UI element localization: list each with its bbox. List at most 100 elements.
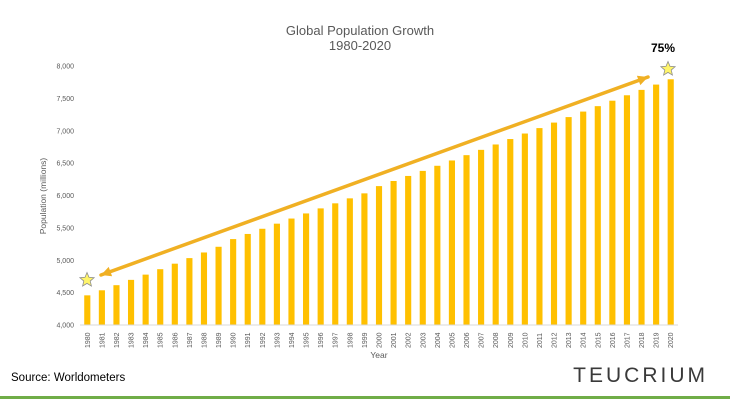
bar xyxy=(550,122,558,325)
x-tick-label: 1989 xyxy=(216,332,223,348)
bar xyxy=(157,269,164,325)
arrow-head-end xyxy=(636,75,648,86)
x-tick-label: 1998 xyxy=(347,332,354,348)
bar xyxy=(84,295,91,325)
x-tick-label: 2001 xyxy=(391,332,398,348)
x-tick-label: 1983 xyxy=(129,332,136,348)
bar xyxy=(405,175,412,325)
bar xyxy=(419,170,426,325)
x-tick-label: 1990 xyxy=(231,332,238,348)
x-tick-label: 2006 xyxy=(464,332,471,348)
bar xyxy=(303,213,310,325)
bar xyxy=(98,290,105,325)
y-tick-label: 7,500 xyxy=(56,96,74,103)
bar xyxy=(361,193,368,325)
x-tick-label: 1999 xyxy=(362,332,369,348)
bar xyxy=(463,155,470,325)
y-tick-label: 4,500 xyxy=(56,290,74,297)
bar xyxy=(521,133,528,325)
bar xyxy=(609,100,616,326)
bar xyxy=(200,252,208,325)
y-tick-label: 8,000 xyxy=(56,64,74,71)
y-tick-label: 4,000 xyxy=(56,323,74,330)
x-tick-label: 2018 xyxy=(639,332,646,348)
x-tick-label: 2016 xyxy=(610,332,617,348)
bar xyxy=(317,208,324,325)
x-tick-label: 2008 xyxy=(493,332,500,348)
x-axis: 1980 1981 1982 1983 1984 1985 1986 1987 1988 1989… xyxy=(85,332,675,348)
bar xyxy=(653,84,660,325)
bar xyxy=(492,144,499,325)
x-tick-label: 1997 xyxy=(333,332,340,348)
x-tick-label: 1991 xyxy=(245,332,252,348)
bar xyxy=(594,106,601,326)
x-tick-label: 2010 xyxy=(522,332,529,348)
x-tick-label: 1985 xyxy=(158,332,165,348)
bar xyxy=(623,95,631,326)
bar xyxy=(375,186,383,325)
bar xyxy=(580,111,587,325)
chart-subtitle: 1980-2020 xyxy=(329,38,391,53)
footer-divider xyxy=(0,396,730,399)
arrow-head-start xyxy=(101,266,113,277)
bar xyxy=(667,79,674,326)
bar xyxy=(259,228,266,325)
bar xyxy=(448,160,455,325)
x-tick-label: 2020 xyxy=(668,332,675,348)
x-tick-label: 1996 xyxy=(318,332,325,348)
x-tick-label: 1992 xyxy=(260,332,267,348)
x-tick-label: 2002 xyxy=(406,332,413,348)
x-tick-label: 2009 xyxy=(508,332,515,348)
x-tick-label: 2011 xyxy=(537,333,544,348)
x-tick-label: 2017 xyxy=(624,332,631,348)
x-tick-label: 2013 xyxy=(566,332,573,348)
bar xyxy=(127,279,135,325)
x-tick-label: 1986 xyxy=(172,332,179,348)
bar xyxy=(346,198,353,325)
x-tick-label: 2019 xyxy=(654,332,661,348)
y-tick-label: 7,000 xyxy=(56,128,74,135)
x-tick-label: 1980 xyxy=(85,332,92,348)
y-tick-label: 5,500 xyxy=(56,225,74,232)
bar xyxy=(113,285,120,325)
x-tick-label: 1995 xyxy=(304,332,311,348)
x-axis-label: Year xyxy=(370,350,387,360)
bar xyxy=(230,239,237,325)
y-tick-label: 6,000 xyxy=(56,193,74,200)
bar xyxy=(142,274,149,325)
bar xyxy=(478,149,485,325)
x-tick-label: 1984 xyxy=(143,332,150,348)
bar xyxy=(390,181,397,325)
x-tick-label: 1988 xyxy=(201,332,208,348)
bar xyxy=(244,233,251,325)
bar xyxy=(186,258,193,325)
bar xyxy=(434,165,441,325)
x-tick-label: 1987 xyxy=(187,332,194,348)
growth-percent-label: 75% xyxy=(651,41,675,55)
bar xyxy=(288,218,295,325)
x-tick-label: 2000 xyxy=(377,332,384,348)
y-axis: 4,000 4,500 5,000 5,500 6,000 6,500 7,000 7,500… xyxy=(56,64,74,330)
bar xyxy=(215,246,222,325)
bar xyxy=(332,203,339,325)
x-tick-label: 2012 xyxy=(552,332,559,348)
trend-line xyxy=(99,75,650,277)
bar xyxy=(565,117,572,325)
x-tick-label: 2004 xyxy=(435,332,442,348)
x-tick-label: 2003 xyxy=(420,332,427,348)
bar xyxy=(273,223,280,325)
x-tick-label: 1993 xyxy=(274,332,281,348)
start-star-icon xyxy=(78,271,96,287)
teucrium-logo: TEUCRIUM xyxy=(573,364,708,387)
bar xyxy=(171,263,178,325)
x-tick-label: 2015 xyxy=(595,332,602,348)
x-tick-label: 1982 xyxy=(114,332,121,348)
trend-arrow xyxy=(78,60,677,287)
x-tick-label: 1994 xyxy=(289,332,296,348)
x-tick-label: 2007 xyxy=(479,332,486,348)
bar xyxy=(536,128,543,325)
x-tick-label: 1981 xyxy=(99,332,106,348)
x-tick-label: 2005 xyxy=(449,332,456,348)
y-axis-label: Population (millions) xyxy=(38,158,48,235)
